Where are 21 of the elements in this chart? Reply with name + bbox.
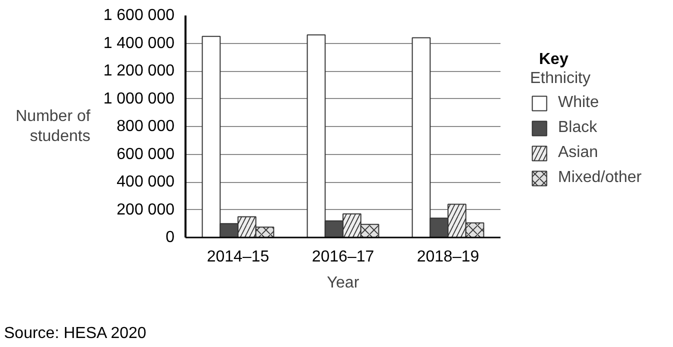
y-tick-label: 1 000 000 (103, 90, 175, 108)
source-note: Source: HESA 2020 (4, 324, 146, 344)
text: Key (539, 50, 568, 70)
y-tick-label: 800 000 (116, 118, 175, 135)
legend-label: Black (558, 119, 598, 137)
y-tick-label: 200 000 (116, 201, 175, 218)
y-tick-label: 400 000 (116, 174, 175, 190)
x-tick-label: 2014–15 (206, 248, 270, 266)
y-tick-label: 1 600 000 (103, 7, 175, 24)
x-axis-title: Year (326, 274, 360, 292)
legend-label: Mixed/other (558, 169, 642, 187)
legend-label: Asian (558, 144, 598, 162)
y-tick-label: 1 200 000 (103, 62, 175, 80)
y-axis-title: Number of students (16, 108, 91, 146)
x-tick-label: 2016–17 (312, 248, 374, 266)
legend-label: White (558, 94, 599, 112)
y-tick-label: 0 (166, 229, 175, 246)
legend-title: Ethnicity (530, 70, 592, 88)
y-tick-label: 1 400 000 (103, 34, 175, 52)
y-tick-label: 600 000 (116, 146, 175, 163)
x-tick-label: 2018–19 (416, 248, 480, 266)
